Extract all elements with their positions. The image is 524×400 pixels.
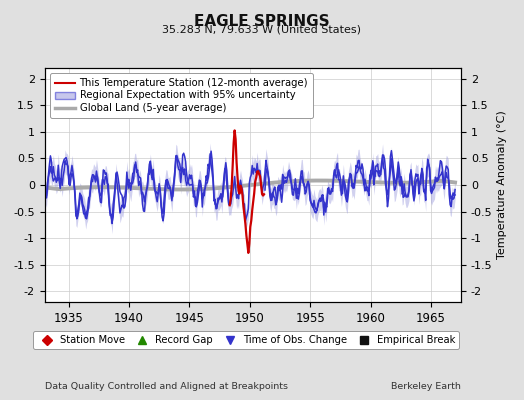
Legend: Station Move, Record Gap, Time of Obs. Change, Empirical Break: Station Move, Record Gap, Time of Obs. C… [33,331,460,349]
Text: Berkeley Earth: Berkeley Earth [391,382,461,391]
Text: EAGLE SPRINGS: EAGLE SPRINGS [194,14,330,29]
Text: 35.283 N, 79.633 W (United States): 35.283 N, 79.633 W (United States) [162,24,362,34]
Legend: This Temperature Station (12-month average), Regional Expectation with 95% uncer: This Temperature Station (12-month avera… [50,73,313,118]
Y-axis label: Temperature Anomaly (°C): Temperature Anomaly (°C) [497,111,507,259]
Text: Data Quality Controlled and Aligned at Breakpoints: Data Quality Controlled and Aligned at B… [45,382,288,391]
